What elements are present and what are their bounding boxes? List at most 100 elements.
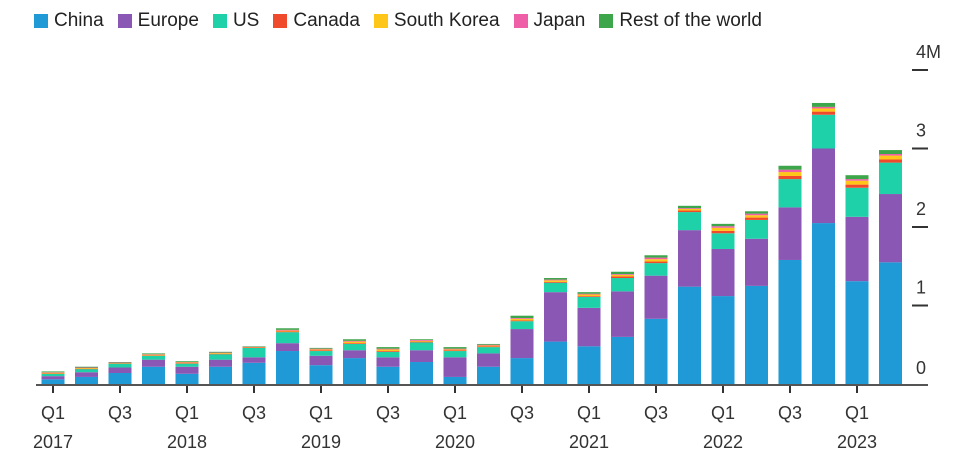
bar-segment-china (343, 358, 366, 384)
bar-segment-canada (745, 217, 768, 220)
bar-segment-canada (711, 230, 735, 234)
bar-segment-canada (510, 320, 534, 322)
bar-segment-europe (611, 291, 634, 337)
bar-segment-us (75, 369, 98, 373)
bar-segment-canada (209, 353, 232, 355)
bar-segment-japan (242, 346, 266, 348)
bar-segment-europe (41, 376, 65, 380)
bar-segment-china (510, 358, 534, 384)
bar-segment-rest-of-the-world (778, 165, 802, 170)
bar-segment-china (443, 376, 467, 384)
bar-segment-china (879, 262, 902, 384)
legend-item: Canada (273, 10, 360, 32)
bar-segment-canada (778, 175, 802, 180)
bar-segment-canada (376, 351, 400, 352)
bar-segment-japan (175, 362, 199, 363)
bar-segment-canada (343, 343, 366, 344)
bar-segment-south-korea (343, 341, 366, 344)
bar-segment-south-korea (745, 215, 768, 218)
bar-segment-europe (410, 350, 433, 363)
x-tick-label: Q1 (443, 403, 467, 423)
bar-segment-rest-of-the-world (175, 361, 199, 363)
bar-segment-china (745, 285, 768, 384)
legend-label: South Korea (393, 10, 500, 31)
bar-segment-china (175, 373, 199, 384)
bar-segment-south-korea (611, 274, 634, 277)
bar-segment-china (644, 318, 668, 384)
bar-segment-rest-of-the-world (343, 339, 366, 341)
bar-segment-south-korea (376, 349, 400, 352)
bar-segment-europe (510, 329, 534, 359)
bar-segment-japan (41, 372, 65, 373)
bar-segment-rest-of-the-world (142, 353, 165, 355)
bar-segment-rest-of-the-world (477, 343, 500, 345)
bar-segment-europe (343, 350, 366, 359)
bar-segment-us (142, 355, 165, 360)
bar-segment-europe (644, 275, 668, 319)
bar-segment-us (309, 351, 333, 356)
bar-segment-us (276, 332, 299, 344)
bar-segment-us (678, 212, 701, 231)
x-tick-label: Q1 (175, 403, 199, 423)
bar-segment-canada (845, 184, 869, 188)
x-tick-label: Q3 (510, 403, 534, 423)
bar-segment-south-korea (443, 349, 467, 351)
bar-segment-japan (75, 367, 98, 369)
legend-swatch (599, 14, 614, 28)
bar-segment-canada (309, 350, 333, 352)
bar-segment-japan (544, 279, 567, 281)
x-year-label: 2019 (301, 432, 341, 452)
bar-segment-canada (276, 331, 299, 333)
bar-segment-canada (443, 350, 467, 352)
legend-swatch (373, 14, 388, 28)
bar-segment-rest-of-the-world (644, 255, 668, 258)
bar-segment-canada (108, 363, 132, 364)
bar-segment-china (242, 362, 266, 384)
bar-segment-china (845, 281, 869, 384)
bar-segment-europe (544, 292, 567, 342)
bar-segment-us (343, 343, 366, 351)
bar-segment-canada (75, 368, 98, 370)
bar-segment-china (209, 366, 232, 384)
bar-segment-china (812, 223, 835, 384)
bar-segment-us (577, 296, 601, 308)
bar-segment-japan (343, 340, 366, 342)
bar-segment-canada (142, 355, 165, 356)
bar-segment-us (242, 347, 266, 358)
bar-segment-japan (477, 344, 500, 346)
bar-segment-europe (711, 248, 735, 297)
bar-segment-canada (242, 347, 266, 348)
bar-segment-south-korea (778, 172, 802, 176)
bar-segment-canada (879, 159, 902, 163)
bar-segment-europe (812, 148, 835, 224)
bar-segment-us (745, 219, 768, 239)
bar-segment-south-korea (242, 347, 266, 348)
bar-segment-rest-of-the-world (611, 271, 634, 275)
bar-segment-japan (142, 354, 165, 355)
bar-segment-rest-of-the-world (879, 150, 902, 154)
legend-item: Japan (513, 10, 585, 32)
bar-segment-japan (309, 348, 333, 350)
bar-segment-south-korea (75, 367, 98, 369)
legend: China Europe US Canada South Korea Japan Rest … (34, 10, 762, 32)
bar-segment-china (376, 366, 400, 384)
bar-segment-us (711, 233, 735, 249)
bar-segment-japan (611, 274, 634, 275)
y-tick-label: 3 (916, 121, 926, 141)
bar-segment-us (611, 278, 634, 292)
bar-segment-china (611, 336, 634, 384)
bar-segment-south-korea (410, 340, 433, 342)
x-tick-label: Q1 (41, 403, 65, 423)
bar-segment-japan (410, 340, 433, 341)
bar-segment-canada (41, 373, 65, 374)
bar-segment-rest-of-the-world (544, 278, 567, 280)
bar-segment-south-korea (544, 280, 567, 282)
bar-segment-china (778, 259, 802, 384)
bar-segment-rest-of-the-world (276, 328, 299, 330)
bar-segment-us (845, 187, 869, 217)
bar-segment-china (75, 376, 98, 384)
bar-segment-rest-of-the-world (443, 347, 467, 349)
bar-segment-europe (175, 366, 199, 374)
bar-segment-china (108, 373, 132, 384)
y-tick-label: 4M (916, 42, 941, 62)
